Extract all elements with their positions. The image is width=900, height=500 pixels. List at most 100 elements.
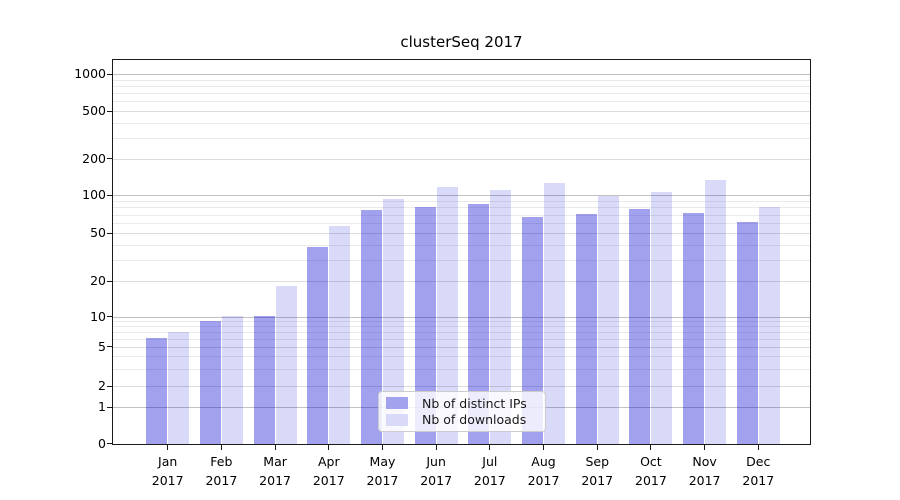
y-tick-label-2: 2 [98, 378, 106, 393]
x-tick-label-jun: Jun 2017 [420, 454, 453, 488]
plot-area [112, 59, 811, 445]
y-tick-mark [107, 280, 112, 282]
x-tick-mark [381, 445, 383, 450]
gridline-minor [113, 93, 810, 95]
gridline-minor [113, 223, 810, 224]
bar-ips-sep [575, 214, 597, 444]
y-tick-label-200: 200 [82, 150, 106, 166]
y-tick-mark [107, 385, 112, 387]
bar-ips-may [360, 210, 382, 444]
x-tick-mark [220, 445, 222, 450]
bar-downloads-oct [651, 191, 673, 444]
x-tick-mark [328, 445, 330, 450]
y-tick-mark [107, 73, 112, 75]
bar-downloads-aug [544, 182, 566, 444]
legend-item-downloads: Nb of downloads [386, 412, 537, 427]
gridline-20 [113, 281, 810, 282]
gridline-minor [113, 207, 810, 209]
x-tick-label-aug: Aug 2017 [527, 454, 560, 488]
bar-ips-jul [468, 204, 490, 444]
x-tick-label-feb: Feb 2017 [205, 454, 238, 488]
gridline-5 [113, 346, 810, 348]
gridline-minor [113, 79, 810, 81]
legend-label-distinct-ips: Nb of distinct IPs [422, 395, 527, 411]
y-tick-label-500: 500 [82, 103, 106, 118]
y-tick-label-50: 50 [90, 225, 106, 240]
y-tick-mark [107, 316, 112, 317]
bar-downloads-may [382, 199, 404, 444]
x-tick-label-dec: Dec 2017 [742, 454, 775, 488]
gridline-minor [113, 332, 810, 334]
y-tick-mark [107, 110, 112, 112]
x-tick-mark [543, 445, 545, 450]
gridline-minor [113, 214, 810, 216]
y-tick-label-20: 20 [90, 273, 106, 288]
gridline-100 [113, 195, 810, 196]
bar-downloads-dec [758, 207, 780, 444]
gridline-minor [113, 368, 810, 370]
gridline-minor [113, 137, 810, 139]
x-tick-label-sep: Sep 2017 [581, 454, 614, 488]
legend-swatch-downloads-icon [386, 413, 408, 426]
legend-item-distinct-ips: Nb of distinct IPs [386, 396, 537, 411]
x-tick-label-nov: Nov 2017 [688, 454, 721, 488]
x-tick-mark [274, 445, 276, 450]
y-tick-mark [107, 158, 112, 160]
gridline-minor [113, 122, 810, 124]
legend-label-downloads: Nb of downloads [422, 412, 527, 428]
gridline-minor [113, 338, 810, 340]
x-tick-mark [435, 445, 437, 450]
bar-downloads-jul [490, 189, 512, 444]
x-tick-label-jul: Jul 2017 [473, 454, 506, 488]
x-tick-mark [489, 445, 491, 450]
bar-ips-aug [522, 217, 544, 444]
gridline-minor [113, 244, 810, 246]
bar-downloads-sep [597, 196, 619, 444]
gridline-2 [113, 386, 810, 387]
bar-downloads-jun [436, 187, 458, 444]
bar-ips-feb [199, 320, 221, 444]
bar-layer [113, 60, 810, 444]
x-tick-mark [650, 445, 652, 450]
y-tick-mark [107, 443, 112, 444]
x-tick-label-apr: Apr 2017 [312, 454, 345, 488]
y-tick-mark [107, 406, 112, 408]
gridline-10 [113, 316, 810, 318]
bar-ips-dec [736, 221, 758, 444]
gridline-minor [113, 85, 810, 87]
bar-ips-mar [253, 316, 275, 444]
bar-ips-nov [683, 212, 705, 444]
y-tick-label-0: 0 [98, 435, 106, 451]
x-tick-mark [596, 445, 598, 450]
gridline-minor [113, 356, 810, 358]
x-tick-label-jan: Jan 2017 [151, 454, 184, 488]
bar-ips-jan [146, 338, 168, 444]
bar-downloads-jan [168, 331, 190, 444]
gridline-minor [113, 326, 810, 328]
gridline-minor [113, 101, 810, 103]
x-tick-label-may: May 2017 [366, 454, 399, 488]
bar-downloads-nov [705, 180, 727, 444]
gridline-50 [113, 233, 810, 234]
y-tick-mark [107, 232, 112, 234]
legend: Nb of distinct IPs Nb of downloads [378, 391, 546, 432]
y-tick-label-100: 100 [82, 187, 106, 202]
gridline-500 [113, 111, 810, 112]
legend-swatch-distinct-ips-icon [386, 397, 408, 410]
bar-ips-jun [414, 206, 436, 444]
bar-ips-apr [307, 246, 329, 444]
x-tick-mark [757, 445, 759, 450]
x-tick-label-mar: Mar 2017 [259, 454, 291, 488]
y-tick-label-1000: 1000 [74, 66, 106, 81]
bar-downloads-mar [275, 285, 297, 444]
gridline-minor [113, 200, 810, 202]
chart-title: clusterSeq 2017 [400, 33, 523, 51]
x-tick-mark [167, 445, 169, 450]
gridline-200 [113, 158, 810, 160]
y-tick-mark [107, 194, 112, 196]
x-tick-mark [704, 445, 706, 450]
gridline-minor [113, 259, 810, 261]
x-tick-label-oct: Oct 2017 [635, 454, 667, 488]
gridline-minor [113, 321, 810, 323]
